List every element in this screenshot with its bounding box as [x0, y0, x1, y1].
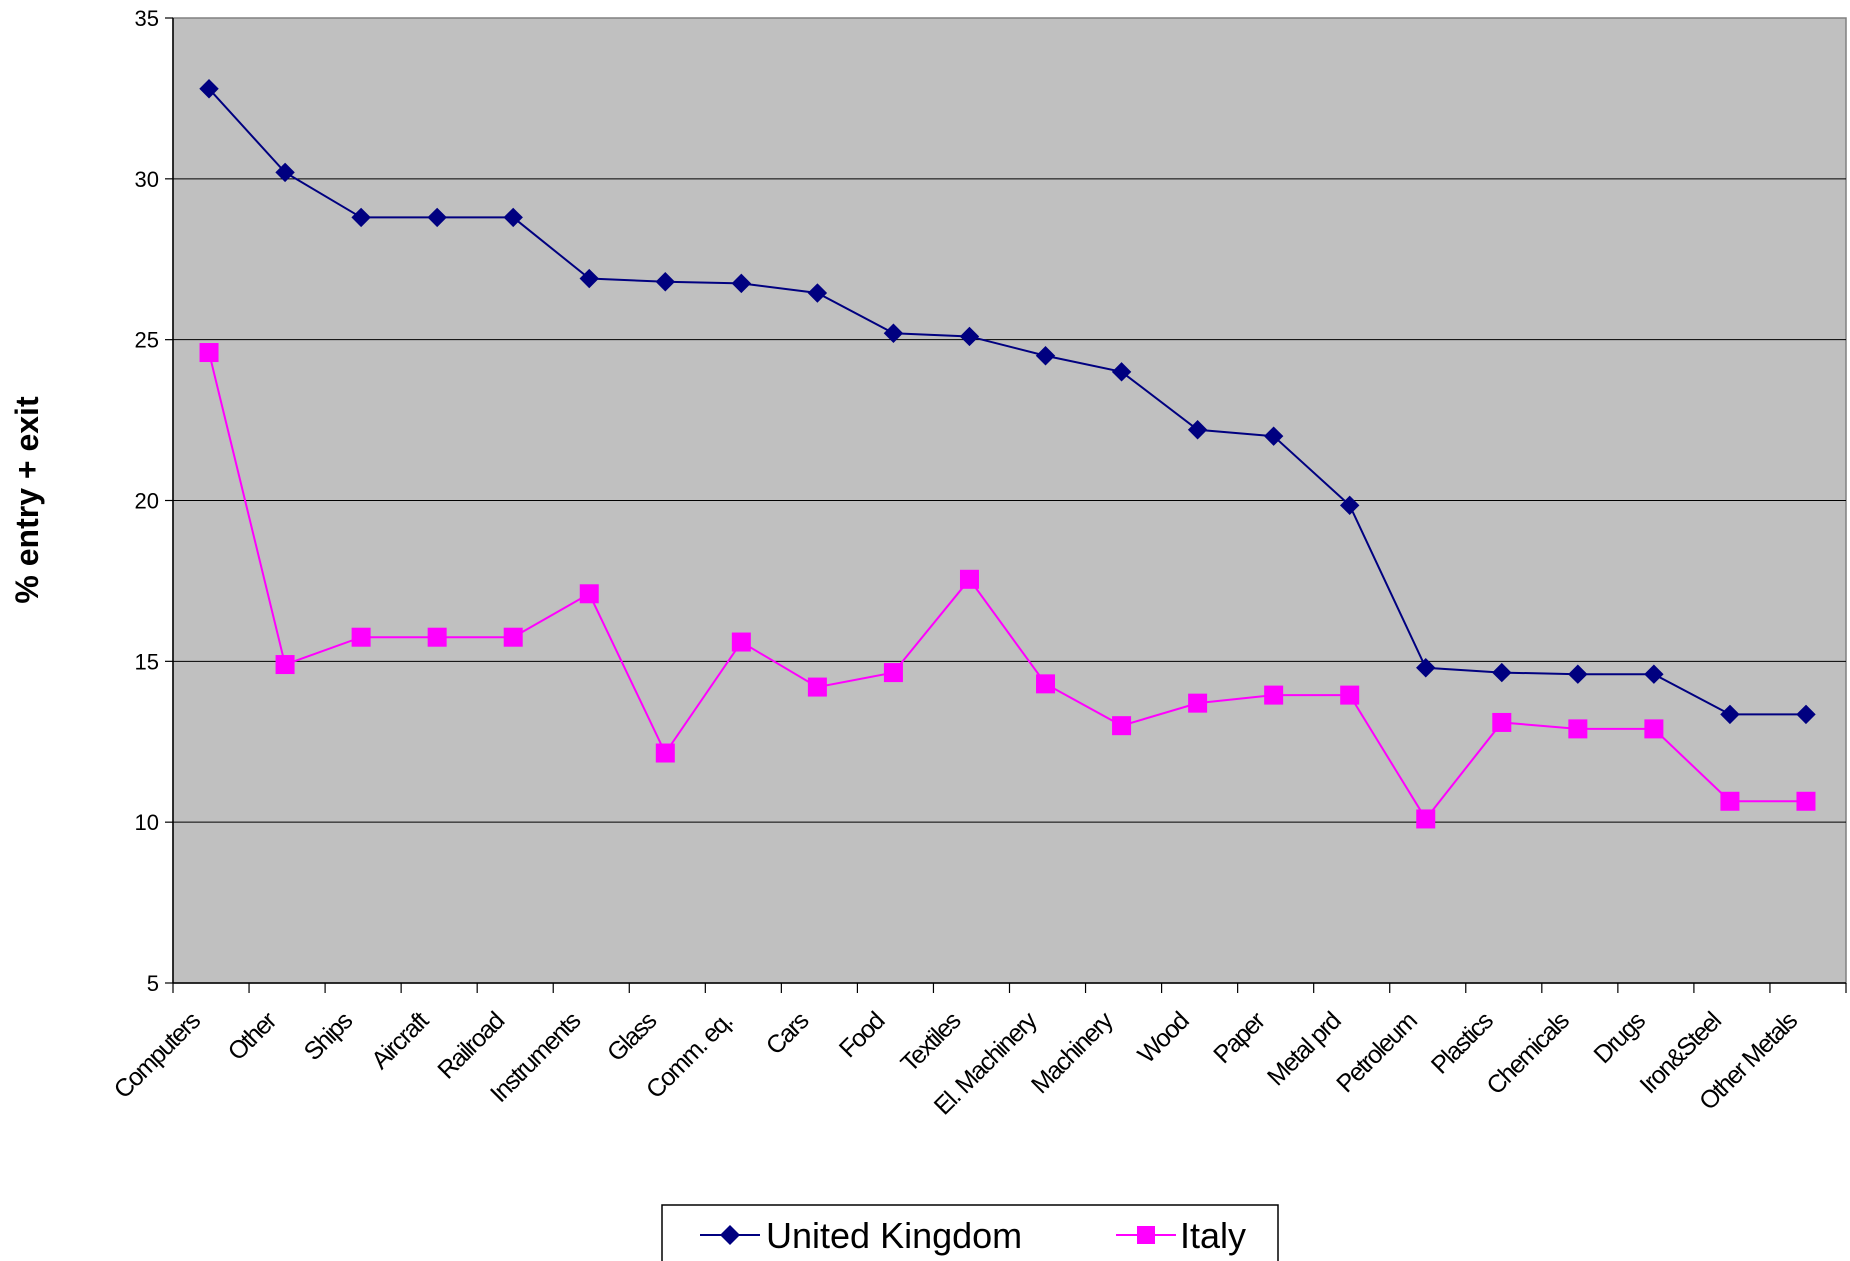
legend-label: Italy: [1180, 1215, 1246, 1256]
data-point: [199, 343, 219, 363]
data-point: [199, 79, 219, 99]
data-point: [1568, 664, 1588, 684]
y-axis-label: % entry + exit: [9, 396, 45, 604]
data-point: [731, 632, 751, 652]
data-point: [1188, 693, 1208, 713]
legend: United Kingdom Italy: [661, 1204, 1279, 1261]
x-tick-label: Chemicals: [1481, 1007, 1574, 1100]
data-point: [427, 627, 447, 647]
y-tick-label: 10: [135, 810, 159, 835]
x-tick-label: Food: [834, 1007, 890, 1063]
data-point: [579, 584, 599, 604]
data-point: [731, 273, 752, 294]
data-point: [1644, 719, 1664, 739]
data-point: [275, 655, 295, 675]
series-0: [199, 79, 1816, 725]
data-point: [1492, 662, 1512, 683]
data-point: [1187, 420, 1208, 440]
data-point: [1036, 674, 1056, 694]
data-point: [1264, 685, 1284, 705]
legend-label: United Kingdom: [766, 1215, 1022, 1256]
data-point: [1644, 664, 1664, 684]
data-point: [351, 627, 371, 647]
data-point: [275, 162, 295, 183]
data-point: [1720, 704, 1740, 725]
data-point: [883, 663, 903, 683]
data-point: [959, 326, 980, 347]
data-point: [1263, 426, 1284, 446]
series-line: [208, 352, 1806, 821]
x-tick-label: Railroad: [432, 1007, 510, 1085]
series-line: [208, 88, 1806, 716]
data-point: [1796, 704, 1816, 725]
x-tick-label: Drugs: [1588, 1007, 1650, 1069]
x-tick-label: Plastics: [1426, 1007, 1499, 1080]
x-tick-label: Glass: [602, 1007, 662, 1067]
gridlines: [165, 17, 1846, 984]
y-tick-label: 20: [135, 489, 159, 514]
data-point: [1340, 685, 1360, 705]
y-tick-label: 30: [135, 167, 159, 192]
series-group: [199, 79, 1816, 829]
data-point: [959, 569, 979, 589]
legend-marker: [720, 1225, 740, 1245]
data-point: [807, 677, 827, 697]
data-point: [1035, 346, 1056, 366]
series-1: [199, 343, 1816, 829]
x-tick-label: Machinery: [1026, 1006, 1119, 1099]
x-tick-label: Computers: [109, 1007, 206, 1104]
data-point: [1492, 712, 1512, 732]
data-point: [1720, 791, 1740, 811]
x-tick-label: Textiles: [895, 1007, 966, 1078]
data-point: [883, 323, 904, 343]
axes: [172, 18, 1847, 993]
data-point: [351, 207, 371, 228]
data-point: [655, 743, 675, 763]
y-tick-label: 35: [135, 6, 159, 31]
legend-box: [661, 1204, 1279, 1261]
x-tick-label: Other: [223, 1007, 283, 1067]
x-tick-label: Aircraft: [366, 1006, 434, 1074]
y-tick-label: 15: [135, 649, 159, 674]
data-point: [503, 207, 523, 228]
data-point: [503, 627, 523, 647]
y-tick-labels: 5 10 15 20 25 30 35: [135, 6, 159, 996]
x-tick-label: Cars: [761, 1007, 815, 1061]
x-tick-label: Petroleum: [1331, 1007, 1422, 1098]
data-point: [1416, 658, 1436, 678]
data-point: [1111, 362, 1132, 382]
data-point: [579, 268, 599, 289]
x-tick-label: Ships: [299, 1007, 358, 1066]
data-point: [1416, 809, 1436, 829]
data-point: [655, 272, 676, 292]
legend-marker: [1137, 1226, 1155, 1244]
data-point: [1112, 716, 1132, 736]
x-tick-label: Wood: [1132, 1007, 1194, 1069]
x-tick-label: Paper: [1208, 1007, 1270, 1069]
data-point: [1568, 719, 1588, 739]
y-tick-label: 5: [147, 971, 159, 996]
y-tick-label: 25: [135, 328, 159, 353]
data-point: [1339, 495, 1360, 516]
data-point: [1796, 791, 1816, 811]
data-point: [427, 207, 447, 228]
x-tick-labels: Computers Other Ships AircraftRailroadInstr…: [109, 1006, 1803, 1121]
data-point: [807, 283, 828, 303]
